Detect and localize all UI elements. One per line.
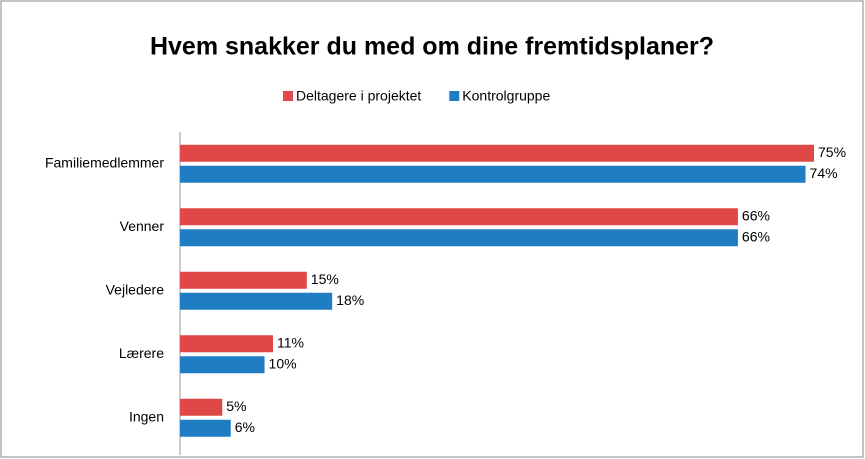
- value-label: 6%: [235, 419, 255, 435]
- y-tick-label: Vejledere: [106, 281, 165, 297]
- value-label: 66%: [742, 228, 770, 244]
- y-tick-label: Lærere: [119, 345, 164, 361]
- y-tick-label: Venner: [120, 218, 165, 234]
- y-tick-label: Familiemedlemmer: [45, 154, 164, 170]
- bar: [180, 335, 273, 353]
- bar: [180, 271, 307, 289]
- value-label: 5%: [226, 398, 246, 414]
- value-label: 66%: [742, 207, 770, 223]
- legend-label: Kontrolgruppe: [462, 88, 550, 104]
- value-label: 15%: [311, 271, 339, 287]
- value-label: 74%: [810, 165, 838, 181]
- bar: [180, 229, 738, 247]
- bar: [180, 356, 265, 374]
- bar: [180, 208, 738, 226]
- chart-title: Hvem snakker du med om dine fremtidsplan…: [150, 33, 714, 61]
- bar: [180, 419, 231, 437]
- bar: [180, 292, 333, 310]
- value-label: 11%: [277, 334, 304, 350]
- legend-swatch: [449, 91, 460, 101]
- value-label: 10%: [269, 355, 297, 371]
- y-tick-label: Ingen: [129, 408, 164, 424]
- value-label: 75%: [818, 144, 846, 160]
- bar: [180, 144, 814, 162]
- legend-label: Deltagere i projektet: [296, 88, 421, 104]
- legend-swatch: [283, 91, 293, 101]
- bar: [180, 398, 223, 416]
- value-label: 18%: [336, 292, 364, 308]
- bar: [180, 165, 806, 183]
